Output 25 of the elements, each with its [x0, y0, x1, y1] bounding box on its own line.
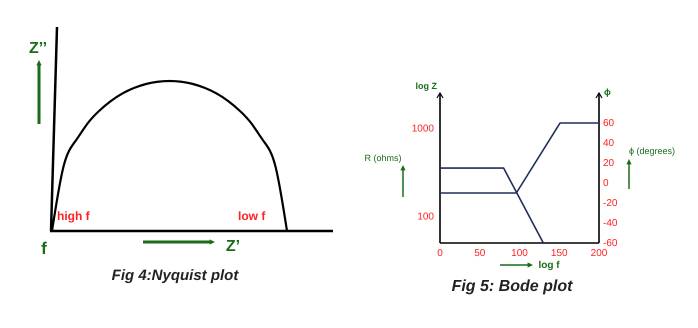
x-tick-label: 100	[511, 248, 528, 260]
text: Fig 4:Nyquist plot	[112, 267, 240, 284]
y-tick-label: 1000	[412, 123, 434, 134]
y-axis-title: R (ohms)	[364, 153, 402, 163]
text: ϕ	[604, 87, 611, 97]
text: Fig 5: Bode plot	[452, 278, 574, 295]
x-tick-label: 150	[550, 248, 568, 260]
x-tick-label: 200	[590, 248, 608, 260]
x-axis-title: Z’	[226, 238, 240, 255]
y2-tick-label: 40	[603, 138, 615, 150]
y-axis-title: Z’’	[28, 40, 48, 57]
annotation: low f	[238, 209, 266, 223]
y2-tick-label: 20	[603, 158, 615, 170]
text: f	[41, 239, 48, 258]
x-tick-label: 0	[437, 248, 444, 260]
y2-tick-label: 60	[603, 118, 615, 130]
y2-tick-label: -20	[603, 198, 618, 210]
y2-tick-label: -60	[603, 238, 618, 250]
annotation: high f	[57, 209, 91, 223]
y2-axis-title: ϕ (degrees)	[628, 146, 676, 156]
text: log Z	[416, 81, 438, 91]
y2-tick-label: 0	[603, 178, 609, 190]
y2-tick-label: -40	[603, 218, 618, 230]
x-tick-label: 50	[474, 248, 486, 260]
x-axis-title: log f	[538, 260, 560, 271]
